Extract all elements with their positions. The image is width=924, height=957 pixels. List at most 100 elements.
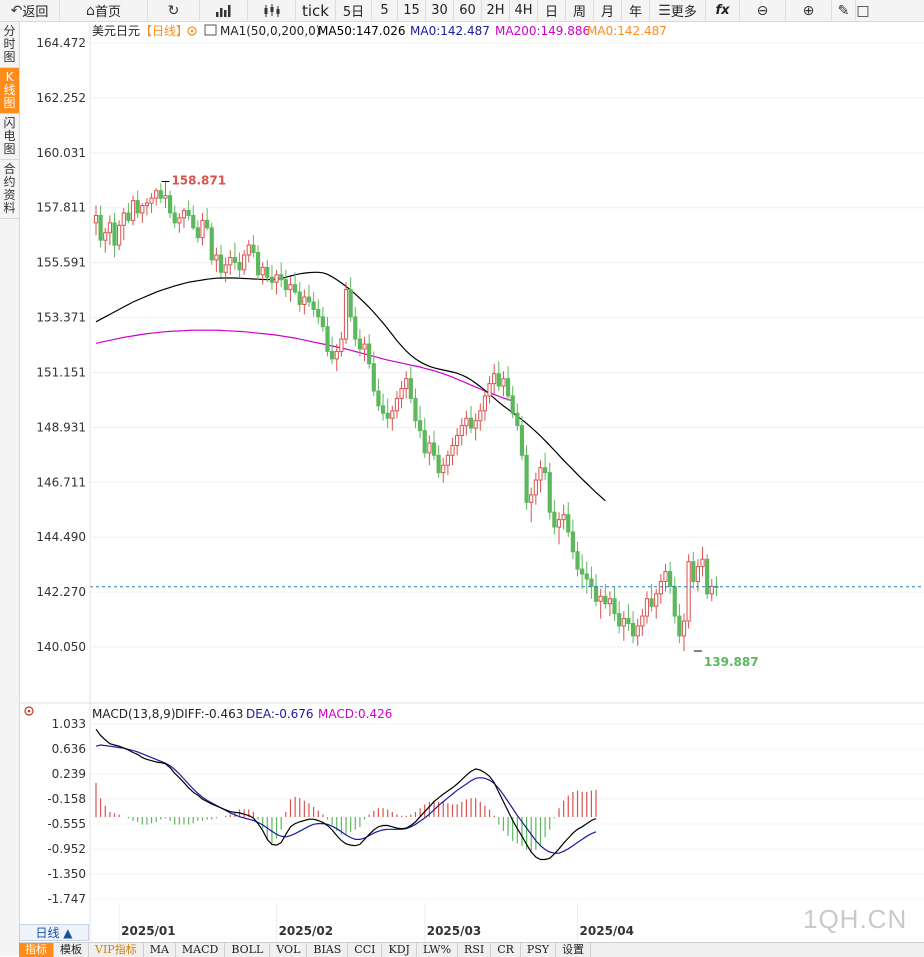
refresh-icon: ↻ bbox=[167, 2, 180, 19]
candle bbox=[543, 452, 548, 481]
candle-body bbox=[325, 326, 330, 352]
candle-body bbox=[640, 615, 645, 627]
candle bbox=[218, 245, 224, 278]
candle-body bbox=[510, 395, 515, 414]
zoom-in-button[interactable]: ⊕ bbox=[786, 0, 832, 21]
period-button-7[interactable]: 4H bbox=[510, 0, 538, 21]
candle-body bbox=[533, 479, 538, 496]
period-button-10[interactable]: 月 bbox=[594, 0, 622, 21]
indicator-tab-13[interactable]: PSY bbox=[521, 943, 557, 957]
candle bbox=[478, 403, 483, 431]
candle-body bbox=[362, 343, 367, 350]
side-tab-2[interactable]: 闪电图 bbox=[0, 114, 19, 160]
candle bbox=[589, 566, 594, 599]
indicator-tab-12[interactable]: CR bbox=[491, 943, 521, 957]
candle bbox=[93, 205, 99, 236]
candle bbox=[260, 262, 265, 285]
candle-body bbox=[121, 212, 126, 226]
indicator-tab-7[interactable]: BIAS bbox=[307, 943, 349, 957]
candle bbox=[695, 559, 700, 592]
x-tick-label: 2025/03 bbox=[427, 924, 481, 938]
period-button-3[interactable]: 15 bbox=[398, 0, 426, 21]
x-axis: 2025/01 2025/02 2025/03 2025/04 bbox=[118, 903, 634, 942]
settings-icon[interactable] bbox=[187, 26, 197, 36]
candlestick-button[interactable] bbox=[248, 0, 296, 21]
fx-icon: fx bbox=[715, 3, 730, 18]
indicator-tab-9[interactable]: KDJ bbox=[382, 943, 417, 957]
ma-config-icon[interactable] bbox=[204, 24, 217, 36]
side-tab-0[interactable]: 分时图 bbox=[0, 22, 19, 68]
candle bbox=[603, 583, 608, 609]
period-button-4[interactable]: 30 bbox=[426, 0, 454, 21]
indicator-button[interactable] bbox=[200, 0, 248, 21]
candle bbox=[700, 546, 705, 577]
period-button-11[interactable]: 年 bbox=[622, 0, 650, 21]
zoom-out-button[interactable]: ⊖ bbox=[740, 0, 786, 21]
candle-body bbox=[413, 397, 418, 422]
candle bbox=[302, 289, 307, 315]
back-button[interactable]: ↶ 返回 bbox=[0, 0, 60, 21]
candle bbox=[297, 282, 302, 312]
side-tab-1[interactable]: K线图 bbox=[0, 68, 19, 114]
indicator-tab-14[interactable]: 设置 bbox=[556, 943, 592, 957]
candle-body bbox=[195, 227, 200, 239]
formula-button[interactable]: fx bbox=[706, 0, 740, 21]
indicator-gear-icon[interactable] bbox=[24, 706, 34, 716]
candle-body bbox=[98, 214, 103, 241]
indicator-tab-11[interactable]: RSI bbox=[458, 943, 492, 957]
candle-body bbox=[543, 467, 548, 474]
period-button-8[interactable]: 日 bbox=[538, 0, 566, 21]
candle bbox=[482, 391, 488, 421]
indicator-tab-5[interactable]: BOLL bbox=[225, 943, 271, 957]
candle-body bbox=[167, 195, 173, 214]
indicator-tab-3[interactable]: MA bbox=[144, 943, 176, 957]
candle bbox=[524, 445, 529, 510]
candle bbox=[630, 611, 636, 644]
candle bbox=[334, 344, 339, 372]
home-button[interactable]: ⌂ 首页 bbox=[60, 0, 148, 21]
candle-body bbox=[663, 571, 668, 582]
period-button-9[interactable]: 周 bbox=[566, 0, 594, 21]
candle-body bbox=[357, 338, 363, 350]
macd-dea: DEA:-0.676 bbox=[246, 707, 314, 721]
candle-body bbox=[214, 254, 219, 261]
candle-body bbox=[205, 219, 210, 229]
period-button-5[interactable]: 60 bbox=[454, 0, 482, 21]
candle bbox=[311, 292, 316, 317]
draw-button[interactable]: ✎ bbox=[832, 0, 856, 21]
indicator-tab-0[interactable]: 指标 bbox=[19, 943, 54, 957]
candle bbox=[265, 259, 270, 283]
candle-body bbox=[496, 373, 501, 387]
refresh-button[interactable]: ↻ bbox=[148, 0, 200, 21]
candle-body bbox=[246, 244, 251, 256]
candle-body bbox=[320, 316, 325, 328]
indicator-tab-8[interactable]: CCI bbox=[348, 943, 383, 957]
candle-body bbox=[380, 405, 386, 414]
period-button-0[interactable]: tick bbox=[296, 0, 336, 21]
indicator-tab-6[interactable]: VOL bbox=[270, 943, 308, 957]
indicator-tab-10[interactable]: LW% bbox=[417, 943, 459, 957]
price-tick-label: 160.031 bbox=[36, 146, 86, 160]
candle bbox=[593, 574, 599, 607]
macd-grid bbox=[90, 723, 924, 900]
legend-ma200: MA200:149.886 bbox=[495, 24, 590, 38]
home-label: 首页 bbox=[94, 5, 121, 20]
more-button[interactable]: ☰ 更多 bbox=[650, 0, 706, 21]
candle bbox=[269, 264, 275, 290]
expand-button[interactable]: □ bbox=[856, 0, 870, 21]
indicator-tab-1[interactable]: 模板 bbox=[54, 943, 89, 957]
candle-body bbox=[218, 254, 224, 273]
macd-tick-label: 0.239 bbox=[52, 767, 86, 781]
period-label[interactable]: 日线 ▲ bbox=[19, 924, 89, 941]
candle-body bbox=[394, 397, 400, 412]
indicator-tab-2[interactable]: VIP指标 bbox=[89, 943, 144, 957]
period-button-2[interactable]: 5 bbox=[372, 0, 398, 21]
candle bbox=[279, 262, 284, 288]
period-button-6[interactable]: 2H bbox=[482, 0, 510, 21]
period-button-1[interactable]: 5日 bbox=[336, 0, 372, 21]
indicator-tab-4[interactable]: MACD bbox=[176, 943, 226, 957]
side-tab-3[interactable]: 合约资料 bbox=[0, 160, 19, 219]
candle-body bbox=[103, 232, 108, 241]
candles bbox=[93, 181, 719, 652]
